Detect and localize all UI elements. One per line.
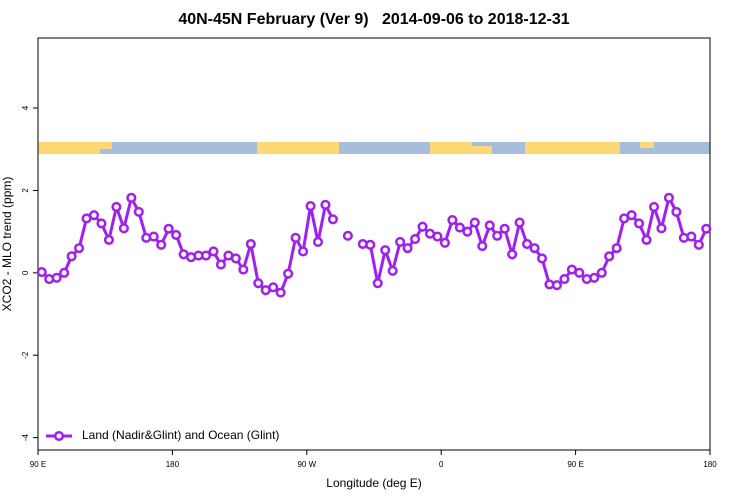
data-point xyxy=(103,234,114,245)
data-point xyxy=(663,192,674,203)
data-point xyxy=(88,210,100,221)
land-band xyxy=(38,142,100,154)
x-axis-label: Longitude (deg E) xyxy=(326,476,421,490)
plot-frame xyxy=(37,37,711,451)
data-point xyxy=(372,278,383,289)
land-band xyxy=(430,142,472,154)
data-point xyxy=(365,239,376,250)
data-point xyxy=(395,236,406,247)
data-point xyxy=(163,223,174,234)
land-band xyxy=(640,142,654,148)
data-point xyxy=(342,230,353,241)
data-point xyxy=(283,268,294,279)
chart-title: 40N-45N February (Ver 9) 2014-09-06 to 2… xyxy=(178,11,569,28)
data-point xyxy=(298,246,309,257)
y-tick-label: -4 xyxy=(21,434,30,442)
x-tick-label: 180 xyxy=(166,460,180,469)
data-point xyxy=(611,243,622,254)
data-point xyxy=(245,238,256,250)
data-point xyxy=(701,223,712,234)
data-point xyxy=(484,220,495,231)
data-point xyxy=(626,210,637,221)
x-tick-label: 90 W xyxy=(297,460,316,469)
x-tick-label: 0 xyxy=(439,460,444,469)
data-point xyxy=(648,201,660,212)
data-point xyxy=(111,201,122,212)
data-point xyxy=(312,236,324,247)
data-point xyxy=(327,214,338,225)
data-point xyxy=(656,223,667,234)
data-point xyxy=(536,253,548,264)
y-tick-label: -2 xyxy=(21,351,30,359)
data-point xyxy=(275,287,286,298)
data-point xyxy=(469,217,480,228)
data-point xyxy=(156,239,167,250)
data-point xyxy=(230,253,241,264)
data-point xyxy=(462,226,473,237)
x-tick-label: 90 E xyxy=(30,460,46,469)
y-tick-label: 4 xyxy=(21,105,30,110)
y-tick-label: 0 xyxy=(21,270,30,275)
data-point xyxy=(634,218,645,229)
data-point xyxy=(215,259,226,270)
data-point xyxy=(200,250,212,261)
data-point xyxy=(604,251,615,262)
data-point xyxy=(574,267,585,278)
data-point xyxy=(253,278,264,289)
data-point xyxy=(492,230,503,241)
data-point xyxy=(402,243,413,254)
data-point xyxy=(118,223,129,234)
data-point xyxy=(439,237,450,248)
data-point xyxy=(507,249,518,260)
data-point xyxy=(380,245,391,256)
data-point xyxy=(171,229,182,240)
data-point xyxy=(74,243,85,254)
data-point xyxy=(410,234,421,245)
data-point xyxy=(641,234,652,245)
data-point xyxy=(133,206,144,217)
data-point xyxy=(522,238,533,250)
data-point xyxy=(305,201,316,212)
data-point xyxy=(447,215,458,226)
data-point xyxy=(454,222,465,233)
legend-label: Land (Nadir&Glint) and Ocean (Glint) xyxy=(82,428,279,442)
data-point xyxy=(208,246,219,257)
x-tick-label: 90 E xyxy=(567,460,583,469)
land-band xyxy=(525,142,620,154)
data-point xyxy=(59,267,70,278)
legend-marker xyxy=(53,430,65,442)
land-band xyxy=(100,142,112,149)
data-point xyxy=(671,206,682,217)
data-point xyxy=(477,241,488,252)
data-point xyxy=(589,272,600,283)
data-point xyxy=(96,218,107,229)
data-point xyxy=(432,231,443,242)
data-point xyxy=(238,264,249,275)
y-tick-label: 2 xyxy=(21,188,30,193)
data-point xyxy=(148,231,159,242)
data-point xyxy=(596,267,607,278)
data-point xyxy=(417,221,428,232)
data-point xyxy=(514,217,525,228)
land-band xyxy=(257,142,339,154)
data-point xyxy=(529,243,540,254)
y-axis-label: XCO2 - MLO trend (ppm) xyxy=(0,177,14,312)
data-point xyxy=(693,239,704,250)
data-point xyxy=(126,192,137,203)
data-point xyxy=(559,273,570,285)
data-point xyxy=(320,199,331,210)
data-point xyxy=(268,282,279,293)
data-point xyxy=(51,272,62,283)
x-tick-label: 180 xyxy=(703,460,717,469)
data-point xyxy=(499,223,510,234)
data-point xyxy=(387,265,398,276)
data-point xyxy=(551,280,562,291)
data-point xyxy=(36,266,47,278)
data-point xyxy=(290,232,301,243)
land-ocean-band xyxy=(38,142,710,154)
land-band xyxy=(472,146,492,154)
data-point xyxy=(66,251,77,262)
data-point xyxy=(686,231,697,242)
